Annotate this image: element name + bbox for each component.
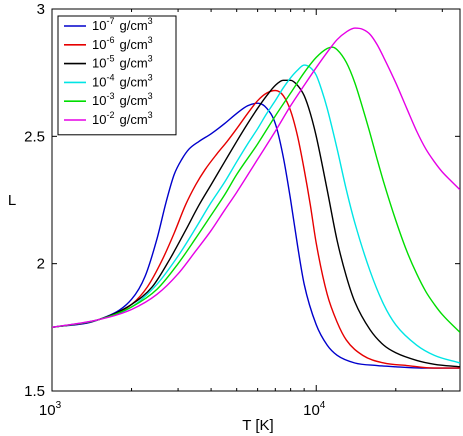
legend-unit: g/cm: [119, 18, 147, 33]
legend-exponent: -2: [106, 110, 114, 120]
legend-base: 10: [92, 112, 106, 127]
legend-unit-exponent: 3: [148, 72, 153, 82]
y-axis-label: L: [8, 192, 16, 209]
legend-base: 10: [92, 93, 106, 108]
x-tick-exp: 4: [320, 400, 326, 411]
y-tick-label: 2.5: [24, 128, 45, 145]
legend-unit-exponent: 3: [148, 35, 153, 45]
legend-entry: 10-2 g/cm3: [92, 110, 153, 127]
legend-exponent: -3: [106, 91, 114, 101]
legend-unit-exponent: 3: [148, 16, 153, 26]
legend-unit-exponent: 3: [148, 91, 153, 101]
legend-exponent: -5: [106, 54, 114, 64]
plot-frame: [51, 8, 461, 392]
series-line-2: [52, 79, 460, 368]
y-tick-label: 3: [37, 1, 45, 18]
series-line-3: [52, 64, 460, 364]
legend-unit-exponent: 3: [148, 54, 153, 64]
x-tick-exp: 3: [56, 400, 62, 411]
series-layer: [52, 27, 460, 369]
y-tick-label: 2: [37, 256, 45, 273]
x-tick-base: 10: [39, 402, 56, 419]
legend-entry: 10-4 g/cm3: [92, 72, 153, 89]
legend-entry: 10-5 g/cm3: [92, 54, 153, 71]
legend-base: 10: [92, 74, 106, 89]
series-line-0: [52, 102, 460, 369]
y-tick-label: 1.5: [24, 383, 45, 400]
legend-base: 10: [92, 18, 106, 33]
x-axis-label: T [K]: [242, 417, 273, 434]
x-tick-label: 104: [303, 400, 326, 419]
legend-entry: 10-6 g/cm3: [92, 35, 153, 52]
legend-entry: 10-3 g/cm3: [92, 91, 153, 108]
legend-exponent: -4: [106, 72, 114, 82]
legend-unit: g/cm: [119, 37, 147, 52]
legend-unit: g/cm: [119, 93, 147, 108]
legend-base: 10: [92, 56, 106, 71]
legend-unit: g/cm: [119, 56, 147, 71]
x-tick-base: 10: [303, 402, 320, 419]
legend-exponent: -6: [106, 35, 114, 45]
legend-base: 10: [92, 37, 106, 52]
x-tick-label: 103: [39, 400, 62, 419]
series-line-4: [52, 46, 460, 333]
legend-unit-exponent: 3: [148, 110, 153, 120]
legend-unit: g/cm: [119, 74, 147, 89]
legend-box: [57, 15, 177, 136]
legend-entry: 10-7 g/cm3: [92, 16, 153, 33]
legend-exponent: -7: [106, 16, 114, 26]
legend-unit: g/cm: [119, 112, 147, 127]
series-line-5: [52, 27, 460, 329]
